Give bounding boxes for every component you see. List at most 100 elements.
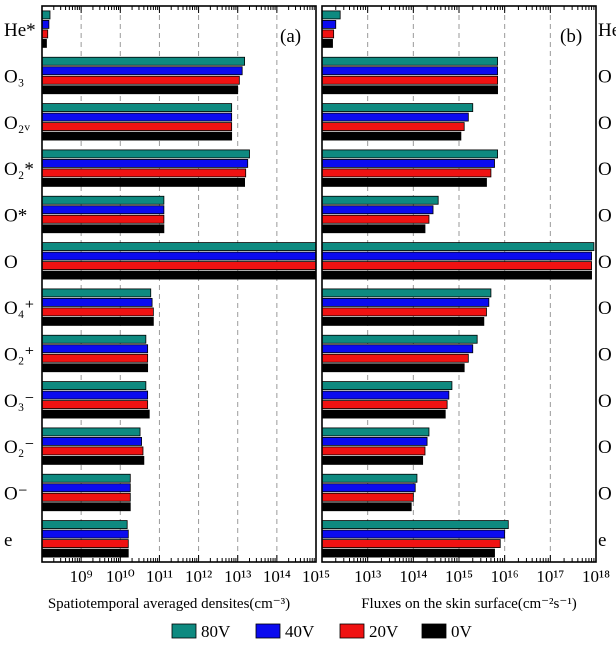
bar-0v-2 xyxy=(321,131,462,141)
category-label: O₂⁺ xyxy=(4,345,34,366)
category-label: He* xyxy=(4,20,36,41)
category-label: O xyxy=(598,484,612,505)
bar-20v-8 xyxy=(321,400,448,409)
bar-0v-4 xyxy=(41,224,165,234)
x-tick-label: 10¹⁴ xyxy=(263,567,291,586)
bar-0v-4 xyxy=(321,224,426,234)
bar-0v-11 xyxy=(41,548,129,558)
bar-20v-3 xyxy=(41,168,247,178)
bar-0v-3 xyxy=(321,178,487,187)
bar-0v-7 xyxy=(321,363,465,373)
bar-40v-0 xyxy=(41,20,50,29)
category-label: O⁻ xyxy=(4,484,28,505)
x-tick-label: 10¹⁷ xyxy=(536,567,564,586)
legend-label-80v: 80V xyxy=(201,622,231,641)
bar-20v-5 xyxy=(41,261,317,270)
category-label: O₃⁻ xyxy=(4,391,34,412)
bar-40v-2 xyxy=(41,112,233,122)
bar-40v-1 xyxy=(41,66,243,76)
bar-80v-5 xyxy=(41,242,317,251)
bar-20v-7 xyxy=(321,353,469,363)
bar-0v-6 xyxy=(321,317,485,326)
category-label: O xyxy=(598,345,612,366)
bar-40v-11 xyxy=(41,529,129,539)
panel-label: (b) xyxy=(560,26,582,47)
bar-80v-8 xyxy=(41,381,147,390)
bar-80v-9 xyxy=(321,427,430,437)
bar-0v-9 xyxy=(41,456,145,465)
x-tick-label: 10¹³ xyxy=(224,567,251,586)
bar-40v-9 xyxy=(321,437,428,446)
bar-40v-2 xyxy=(321,112,469,122)
bar-0v-8 xyxy=(41,409,150,419)
bar-20v-0 xyxy=(41,29,49,39)
bar-80v-5 xyxy=(321,242,595,251)
bar-80v-7 xyxy=(321,334,478,344)
bar-40v-0 xyxy=(321,20,337,29)
panel-a: 10⁹ 10¹⁰ 10¹¹ 10¹² 10¹³ 10¹⁴ 10¹⁵ Spatiotempora… xyxy=(4,5,330,612)
bar-0v-0 xyxy=(321,39,333,48)
plot-frame xyxy=(41,5,317,563)
bar-0v-7 xyxy=(41,363,149,373)
x-tick-label: 10¹⁵ xyxy=(302,567,330,586)
bar-40v-5 xyxy=(321,251,592,261)
category-label: O xyxy=(598,252,612,273)
bar-40v-7 xyxy=(321,344,474,354)
legend-label-40v: 40V xyxy=(285,622,315,641)
bar-40v-1 xyxy=(321,66,498,76)
bar-0v-11 xyxy=(321,548,495,558)
legend-label-20v: 20V xyxy=(369,622,399,641)
category-label: O xyxy=(598,206,612,227)
bar-0v-10 xyxy=(321,502,412,512)
bar-80v-10 xyxy=(321,473,418,483)
bar-0v-2 xyxy=(41,131,233,141)
bar-40v-6 xyxy=(321,298,490,307)
bar-20v-2 xyxy=(41,122,233,131)
legend: 80V 40V 20V 0V xyxy=(171,622,473,641)
bar-80v-4 xyxy=(41,195,165,205)
panel-label: (a) xyxy=(280,26,301,47)
bar-0v-10 xyxy=(41,502,131,512)
x-tick-label: 10¹¹ xyxy=(146,567,173,586)
bar-20v-7 xyxy=(41,353,149,363)
bar-80v-1 xyxy=(41,56,246,66)
bar-80v-2 xyxy=(41,103,233,112)
bar-0v-5 xyxy=(321,270,592,280)
category-label: e xyxy=(4,530,12,551)
legend-swatch-40v xyxy=(255,623,281,639)
bar-80v-0 xyxy=(321,10,341,20)
x-tick-label: 10¹⁴ xyxy=(399,567,427,586)
bar-20v-10 xyxy=(41,492,131,502)
bar-40v-6 xyxy=(41,298,153,307)
bar-20v-11 xyxy=(321,539,501,548)
x-axis-title: Fluxes on the skin surface(cm⁻²s⁻¹) xyxy=(361,596,577,612)
bar-20v-8 xyxy=(41,400,149,409)
category-label: O xyxy=(598,113,612,134)
bar-40v-4 xyxy=(41,205,165,215)
bar-0v-9 xyxy=(321,456,424,465)
category-label: O₃ xyxy=(4,67,24,88)
bar-80v-9 xyxy=(41,427,141,437)
bar-40v-9 xyxy=(41,437,142,446)
bar-20v-2 xyxy=(321,122,465,131)
bar-40v-4 xyxy=(321,205,434,215)
legend-swatch-80v xyxy=(171,623,197,639)
legend-label-0v: 0V xyxy=(451,622,473,641)
bar-20v-6 xyxy=(41,307,154,317)
bar-20v-3 xyxy=(321,168,492,178)
bar-0v-5 xyxy=(41,270,317,280)
bar-40v-3 xyxy=(321,159,495,168)
bar-80v-11 xyxy=(321,520,509,529)
category-label: O₄⁺ xyxy=(4,298,34,319)
bar-80v-4 xyxy=(321,195,439,205)
bar-20v-9 xyxy=(321,446,426,456)
bar-40v-10 xyxy=(41,483,131,493)
bar-20v-9 xyxy=(41,446,144,456)
bar-40v-5 xyxy=(41,251,317,261)
bar-80v-1 xyxy=(321,56,498,66)
x-tick-label: 10¹⁶ xyxy=(491,567,519,586)
category-label: O₂⁻ xyxy=(4,437,34,458)
bar-80v-11 xyxy=(41,520,128,529)
category-label: He xyxy=(598,20,616,41)
x-tick-label: 10¹² xyxy=(185,567,212,586)
